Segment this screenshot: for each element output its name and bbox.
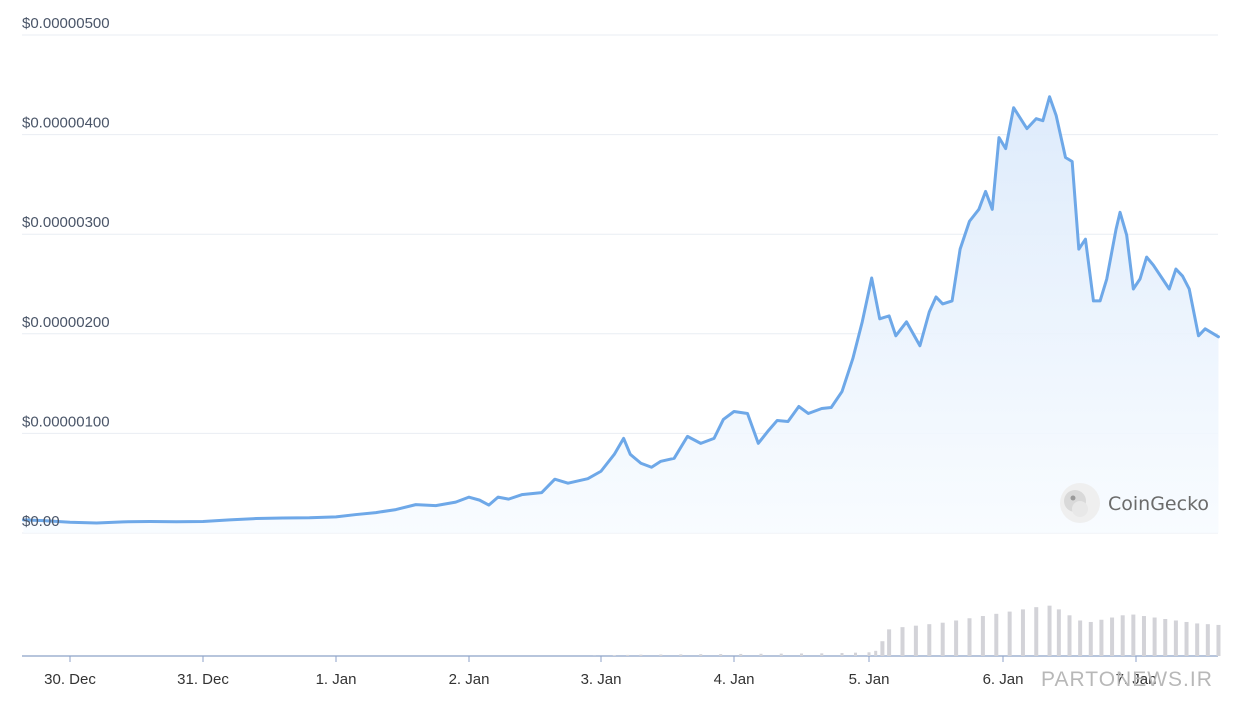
coingecko-wordmark: CoinGecko	[1108, 493, 1209, 515]
x-axis-label: 31. Dec	[177, 671, 229, 688]
volume-bar	[820, 653, 824, 656]
corner-watermark: PARTONEWS.IR	[1041, 668, 1213, 691]
volume-bar	[900, 627, 905, 656]
volume-bar	[1088, 621, 1093, 656]
volume-bar	[1056, 609, 1061, 656]
coingecko-watermark: CoinGecko	[1060, 483, 1209, 523]
volume-layer	[592, 605, 1221, 656]
volume-bar	[626, 654, 630, 656]
volume-bar	[980, 616, 985, 656]
volume-bar	[1067, 615, 1072, 656]
x-axis-label: 7. Jan	[1116, 671, 1157, 688]
volume-bar	[699, 654, 703, 656]
coingecko-logo-icon	[1060, 483, 1100, 523]
volume-bar	[719, 654, 723, 656]
volume-bar	[1216, 624, 1221, 656]
volume-bar	[1152, 617, 1157, 656]
y-axis-label: $0.00000400	[22, 115, 110, 132]
x-axis-label: 30. Dec	[44, 671, 96, 688]
volume-bar	[1195, 623, 1200, 656]
price-area-fill	[23, 96, 1219, 533]
volume-bar	[639, 654, 643, 656]
volume-bar	[659, 654, 663, 656]
volume-bar	[940, 622, 945, 656]
volume-bar	[759, 653, 763, 656]
volume-bar	[880, 641, 885, 656]
volume-bar	[840, 653, 844, 656]
volume-bar	[954, 620, 959, 656]
volume-bar	[779, 653, 783, 656]
volume-bar	[1020, 609, 1025, 656]
y-axis-label: $0.00000100	[22, 413, 110, 430]
volume-bar	[1131, 614, 1136, 656]
volume-bar	[913, 625, 918, 656]
volume-bar	[739, 653, 743, 656]
x-axis-label: 1. Jan	[316, 671, 357, 688]
volume-bar	[1141, 616, 1146, 656]
x-axis-label: 5. Jan	[849, 671, 890, 688]
volume-bar	[854, 652, 857, 656]
axis-layer: $0.00 $0.00000100 $0.00000200 $0.00000300 $0…	[22, 15, 1156, 688]
volume-bar	[679, 654, 683, 656]
volume-bar	[1034, 607, 1039, 656]
volume-bar	[874, 650, 878, 656]
x-axis-label: 3. Jan	[581, 671, 622, 688]
area-layer	[23, 96, 1219, 533]
volume-bar	[1205, 624, 1210, 656]
x-axis-label: 2. Jan	[449, 671, 490, 688]
volume-bar	[1184, 621, 1189, 656]
volume-bar	[1120, 615, 1125, 656]
volume-bar	[867, 652, 871, 656]
volume-bar	[1110, 617, 1115, 656]
y-axis-label: $0.00000500	[22, 15, 110, 32]
volume-bar	[1163, 619, 1168, 656]
volume-bar	[612, 655, 616, 656]
x-axis-label: 6. Jan	[983, 671, 1024, 688]
volume-bar	[1173, 620, 1178, 656]
volume-bar	[1007, 611, 1012, 656]
volume-bar	[1078, 620, 1083, 656]
y-axis-label: $0.00000200	[22, 314, 110, 331]
x-axis-label: 4. Jan	[714, 671, 755, 688]
grid-layer	[22, 34, 1218, 657]
volume-bar	[927, 624, 932, 656]
volume-bar	[967, 618, 972, 656]
volume-bar	[1099, 619, 1104, 656]
price-line	[21, 95, 1220, 525]
volume-bar	[1047, 605, 1052, 656]
y-axis-label: $0.00000300	[22, 214, 110, 231]
volume-bar	[800, 653, 803, 656]
line-layer	[21, 95, 1220, 525]
y-axis-label: $0.00	[22, 513, 60, 530]
volume-bar	[887, 629, 892, 656]
volume-bar	[994, 613, 999, 656]
